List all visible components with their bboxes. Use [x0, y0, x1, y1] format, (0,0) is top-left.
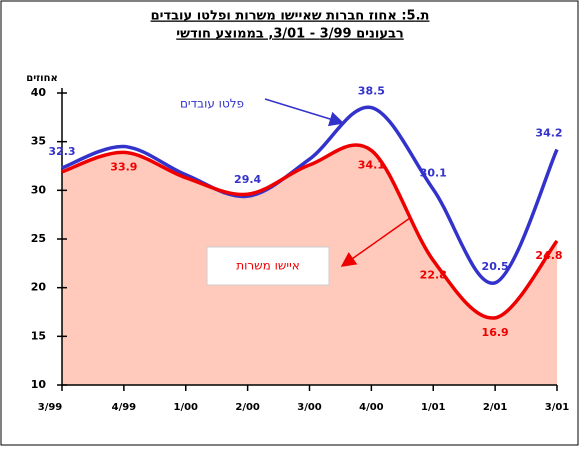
y-tick-label: 35 — [31, 135, 46, 148]
data-label: 30.1 — [420, 166, 447, 179]
chart-subtitle: רבעונים 3/99 - 3/01, בממוצע חודשי — [176, 27, 403, 42]
x-tick-label: 1/01 — [421, 402, 446, 413]
data-label: 34.2 — [535, 126, 562, 139]
y-tick-label: 20 — [31, 281, 47, 294]
data-label: 38.5 — [358, 85, 385, 98]
y-tick-label: 10 — [31, 378, 47, 391]
data-label: 32.3 — [48, 145, 75, 158]
data-label: 34.1 — [358, 158, 385, 171]
data-label: 33.9 — [110, 160, 137, 173]
data-label: 24.8 — [535, 249, 562, 262]
annotation-arrow — [264, 98, 345, 127]
y-tick-label: 30 — [31, 183, 47, 196]
data-label: 16.9 — [482, 326, 509, 339]
y-tick-label: 25 — [31, 232, 46, 245]
series-name: איישו משרות — [236, 259, 300, 273]
line — [61, 143, 559, 320]
line — [61, 105, 559, 285]
series-name: פלטו עובדים — [180, 97, 244, 111]
x-tick-label: 4/99 — [112, 402, 137, 413]
data-label: 22.8 — [420, 268, 447, 281]
x-tick-label: 3/99 — [38, 402, 63, 413]
x-tick-label: 3/00 — [297, 402, 322, 413]
x-tick-label: 3/01 — [545, 402, 570, 413]
data-label: 29.4 — [234, 173, 261, 186]
x-tick-label: 4/00 — [359, 402, 384, 413]
y-axis-label: אחוזים — [26, 73, 58, 84]
y-tick-label: 40 — [31, 86, 47, 99]
annotation-arrow — [340, 217, 411, 267]
data-label: 20.5 — [482, 260, 509, 273]
x-tick-label: 1/00 — [173, 402, 198, 413]
y-tick-label: 15 — [31, 329, 46, 342]
x-tick-label: 2/01 — [483, 402, 508, 413]
annotation-box — [206, 246, 330, 286]
chart-title: ת.5: אחוז חברות שאיישו משרות ופלטו עובדי… — [151, 9, 430, 24]
x-tick-label: 2/00 — [235, 402, 260, 413]
